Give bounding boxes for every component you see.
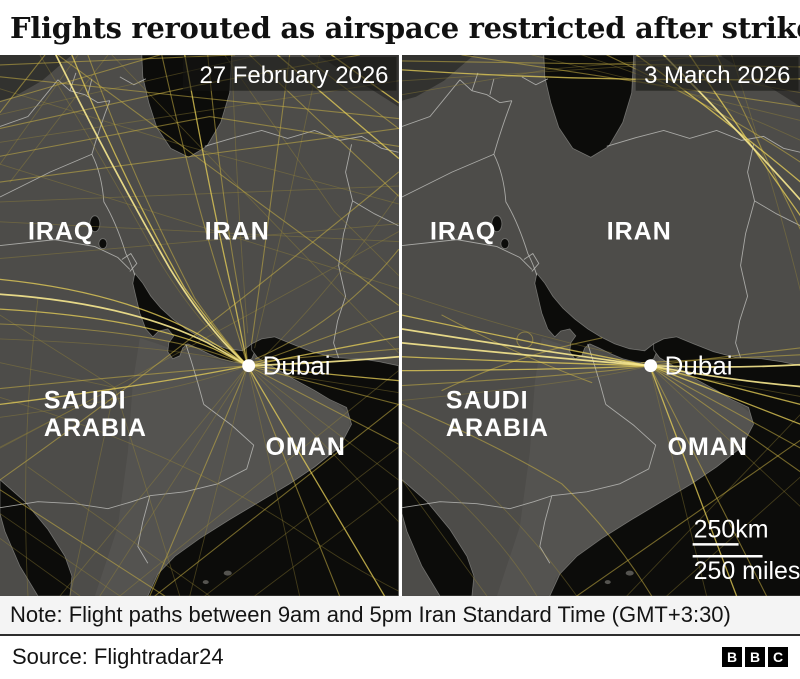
date-badge: 27 February 2026 — [182, 56, 397, 91]
note-bar: Note: Flight paths between 9am and 5pm I… — [0, 596, 800, 636]
source-text: Source: Flightradar24 — [12, 643, 224, 669]
country-label-saudi-1: SAUDI — [445, 386, 528, 414]
country-label-saudi-2: ARABIA — [445, 414, 548, 442]
date-label-after: 3 March 2026 — [644, 62, 790, 89]
country-label-iran: IRAN — [205, 218, 270, 246]
dubai-marker — [242, 359, 256, 373]
dubai-marker — [643, 359, 657, 373]
scale-bar: 250km 250 miles — [692, 516, 800, 585]
bbc-logo-letter: B — [745, 646, 765, 667]
source-bar: Source: Flightradar24 B B C — [0, 636, 800, 677]
date-badge: 3 March 2026 — [635, 56, 799, 91]
bbc-logo-letter: B — [722, 646, 742, 667]
map-comparison: Dubai IRAQ IRAN SAUDI ARABIA OMAN 27 Feb… — [0, 55, 800, 596]
country-label-iran: IRAN — [606, 218, 671, 246]
date-label-before: 27 February 2026 — [199, 62, 388, 89]
bbc-logo: B B C — [722, 646, 788, 667]
city-label-dubai: Dubai — [263, 353, 331, 381]
note-text: Note: Flight paths between 9am and 5pm I… — [10, 602, 731, 627]
country-label-oman: OMAN — [667, 433, 747, 461]
bbc-logo-letter: C — [768, 646, 788, 667]
map-after-svg: Dubai IRAQ IRAN SAUDI ARABIA OMAN 3 Marc… — [401, 55, 800, 596]
country-label-oman: OMAN — [266, 433, 346, 461]
city-label-dubai: Dubai — [664, 353, 732, 381]
map-panel-after: Dubai IRAQ IRAN SAUDI ARABIA OMAN 3 Marc… — [401, 55, 800, 596]
country-label-iraq: IRAQ — [28, 218, 94, 246]
scale-km-label: 250km — [693, 516, 768, 544]
country-label-saudi-2: ARABIA — [44, 414, 147, 442]
country-label-iraq: IRAQ — [429, 218, 495, 246]
country-label-saudi-1: SAUDI — [44, 386, 127, 414]
page-title: Flights rerouted as airspace restricted … — [10, 10, 800, 45]
scale-miles-label: 250 miles — [693, 557, 800, 585]
map-panel-before: Dubai IRAQ IRAN SAUDI ARABIA OMAN 27 Feb… — [0, 55, 399, 596]
flight-paths-before — [0, 55, 399, 596]
map-before-svg: Dubai IRAQ IRAN SAUDI ARABIA OMAN 27 Feb… — [0, 55, 399, 596]
title-bar: Flights rerouted as airspace restricted … — [0, 0, 800, 55]
